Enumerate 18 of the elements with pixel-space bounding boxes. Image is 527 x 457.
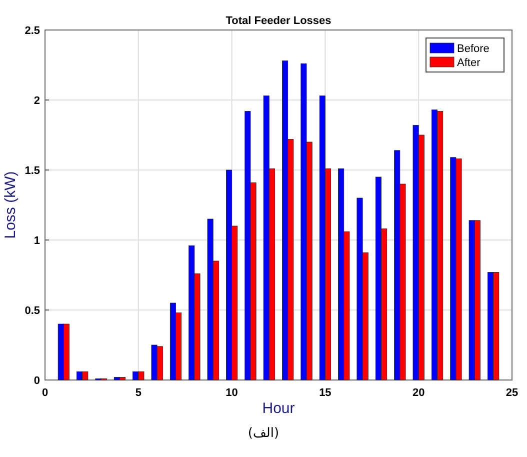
chart-title: Total Feeder Losses xyxy=(226,15,332,27)
x-tick-label: 25 xyxy=(506,387,518,399)
y-tick-label: 1.5 xyxy=(24,165,40,177)
y-tick-label: 0 xyxy=(34,375,40,387)
y-tick-label: 2 xyxy=(34,95,40,107)
y-tick-label: 2.5 xyxy=(24,25,40,37)
legend-label: Before xyxy=(457,43,490,55)
x-tick-label: 5 xyxy=(135,387,142,399)
x-tick-label: 10 xyxy=(226,387,238,399)
y-tick-label: 1 xyxy=(34,235,40,247)
x-tick-label: 15 xyxy=(319,387,332,399)
x-axis-title: Hour xyxy=(262,400,295,417)
x-tick-label: 0 xyxy=(42,387,48,399)
legend-label: After xyxy=(457,57,481,69)
text: (الف) xyxy=(248,426,280,441)
y-axis-title: Loss (kW) xyxy=(2,171,19,239)
x-tick-label: 20 xyxy=(412,387,425,399)
y-tick-label: 0.5 xyxy=(24,305,40,317)
